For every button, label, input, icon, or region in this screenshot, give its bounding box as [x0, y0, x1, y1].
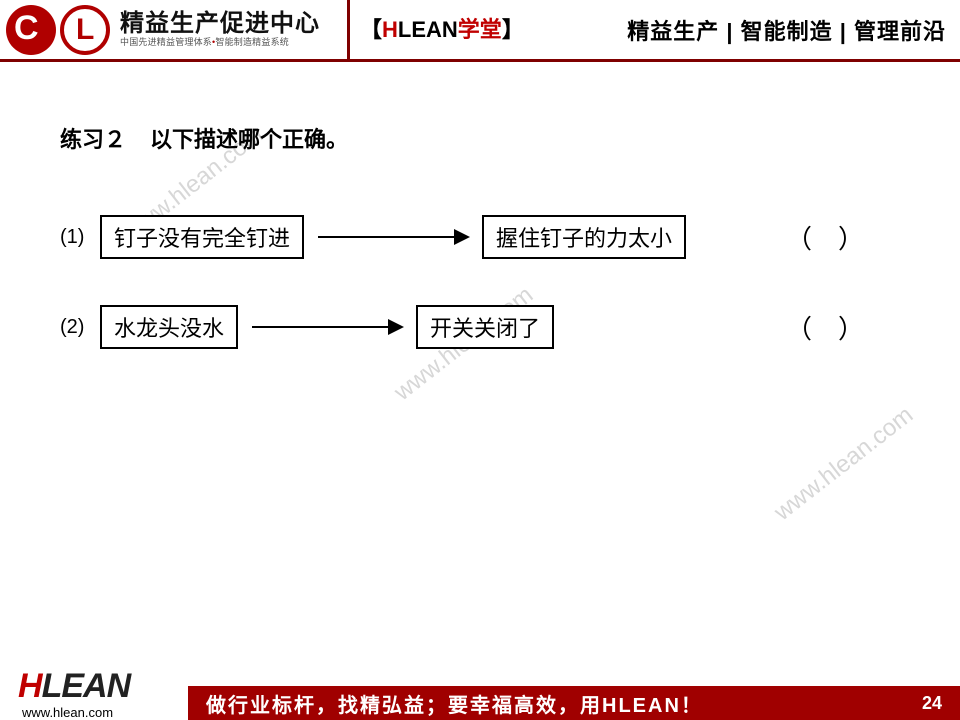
row-left-box: 水龙头没水 [100, 305, 238, 349]
header-title-main: 精益生产促进中心 [120, 11, 320, 37]
footer-logo: HLEAN [18, 667, 130, 706]
bracket-l: 【 [360, 17, 382, 42]
row-right-box: 开关关闭了 [416, 305, 554, 349]
header-title-block: 精益生产促进中心 中国先进精益管理体系•智能制造精益系统 [120, 11, 320, 47]
footer-logo-rest: LEAN [42, 667, 131, 705]
header-sub-post: 智能制造精益系统 [215, 37, 289, 47]
slide-footer: HLEAN www.hlean.com 做行业标杆，找精弘益；要幸福高效，用HL… [0, 662, 960, 720]
page-number: 24 [922, 693, 942, 714]
footer-strip: 做行业标杆，找精弘益；要幸福高效，用HLEAN！ 24 [188, 686, 960, 720]
center-h: H [382, 17, 398, 42]
answer-paren: （） [786, 309, 900, 346]
row-number: (1) [60, 226, 100, 249]
center-lean: LEAN [398, 17, 458, 42]
exercise-title: 练习２ 以下描述哪个正确。 [60, 122, 900, 154]
row-number: (2) [60, 316, 100, 339]
row-right-box: 握住钉子的力太小 [482, 215, 686, 259]
center-xue: 学堂 [458, 17, 502, 42]
footer-url: www.hlean.com [22, 705, 113, 720]
bracket-r: 】 [502, 17, 524, 42]
header-center: 【HLEAN学堂】 [360, 12, 524, 44]
footer-slogan: 做行业标杆，找精弘益；要幸福高效，用HLEAN！ [206, 689, 703, 718]
answer-paren: （） [786, 219, 900, 256]
header-left: 精益生产促进中心 中国先进精益管理体系•智能制造精益系统 [0, 0, 350, 59]
row-left-box: 钉子没有完全钉进 [100, 215, 304, 259]
header-title-sub: 中国先进精益管理体系•智能制造精益系统 [120, 38, 320, 48]
logo-c-icon [6, 5, 56, 55]
exercise-row: (1) 钉子没有完全钉进 握住钉子的力太小 （） [60, 214, 900, 260]
exercise-prompt: 以下描述哪个正确。 [150, 127, 348, 152]
slide-header: 精益生产促进中心 中国先进精益管理体系•智能制造精益系统 【HLEAN学堂】 精… [0, 0, 960, 62]
header-right: 精益生产 | 智能制造 | 管理前沿 [627, 14, 946, 46]
arrow-icon [252, 326, 402, 328]
logo-l-icon [60, 5, 110, 55]
arrow-icon [318, 236, 468, 238]
exercise-label: 练习２ [60, 127, 126, 152]
footer-logo-h: H [18, 667, 42, 705]
watermark: www.hlean.com [769, 401, 919, 527]
exercise-row: (2) 水龙头没水 开关关闭了 （） [60, 304, 900, 350]
header-sub-pre: 中国先进精益管理体系 [120, 37, 212, 47]
slide-content: 练习２ 以下描述哪个正确。 (1) 钉子没有完全钉进 握住钉子的力太小 （） (2… [0, 62, 960, 350]
